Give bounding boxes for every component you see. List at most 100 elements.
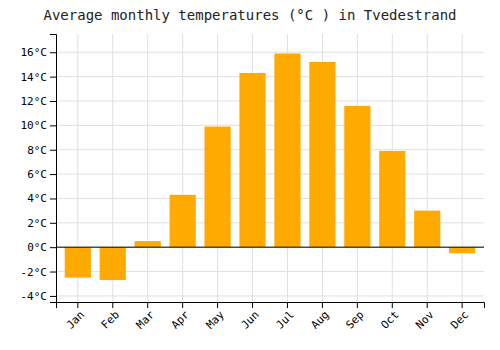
x-tick: Jun	[239, 302, 262, 332]
y-grid-line	[56, 247, 484, 248]
x-tick: Jan	[64, 302, 87, 332]
y-tick-mark	[50, 52, 56, 53]
y-tick: 10°C	[21, 119, 57, 132]
x-tick: Mar	[134, 302, 158, 332]
y-tick-label: 0°C	[27, 241, 47, 254]
y-tick-mark	[50, 101, 56, 102]
y-tick: 6°C	[27, 168, 56, 181]
y-grid-line	[56, 101, 484, 102]
x-tick: May	[204, 302, 228, 332]
zero-line	[56, 247, 484, 248]
y-tick-label: 14°C	[21, 71, 48, 84]
x-tick-label: Apr	[169, 308, 193, 332]
bar	[449, 247, 475, 253]
x-grid-line	[182, 34, 183, 302]
x-tick-label: Oct	[378, 308, 401, 331]
y-grid-line	[56, 198, 484, 199]
y-tick-label: -2°C	[21, 266, 48, 279]
x-tick: Aug	[308, 302, 331, 332]
y-grid-line	[56, 125, 484, 126]
y-tick: -2°C	[21, 266, 57, 279]
y-grid-line	[56, 149, 484, 150]
x-tick: Nov	[413, 302, 437, 332]
x-tick-label: Aug	[308, 308, 331, 331]
y-tick-label: -4°C	[21, 290, 48, 303]
y-tick-label: 16°C	[21, 46, 48, 59]
bars	[65, 53, 476, 280]
y-tick-mark	[50, 150, 56, 151]
y-tick-label: 12°C	[21, 95, 48, 108]
plot: -4°C -2°C 0°C 2°C 4°C 6°C 8°C 10°C 12°C 14°C 16°C J…	[21, 34, 485, 332]
y-tick-mark	[50, 223, 56, 224]
x-axis-line	[57, 303, 485, 309]
y-grid-line	[56, 76, 484, 77]
bar	[170, 195, 196, 247]
bar	[379, 151, 405, 247]
y-tick-mark	[50, 77, 56, 78]
y-tick: 8°C	[27, 144, 56, 157]
y-tick-mark	[50, 296, 56, 297]
x-tick-mark	[147, 302, 148, 308]
x-tick-mark	[252, 302, 253, 308]
bar	[65, 247, 91, 277]
x-grid-line	[462, 34, 463, 302]
x-tick-mark	[462, 302, 463, 308]
x-tick-label: Dec	[448, 308, 471, 331]
y-tick-label: 10°C	[21, 119, 48, 132]
x-tick-label: Sep	[343, 308, 366, 331]
y-tick-mark	[50, 272, 56, 273]
y-tick: 14°C	[21, 71, 57, 84]
x-tick: Sep	[343, 302, 366, 332]
x-tick-mark	[392, 302, 393, 308]
y-tick: 2°C	[27, 217, 56, 230]
y-grid-line	[56, 295, 484, 296]
x-tick-mark	[77, 302, 78, 308]
x-tick-mark	[287, 302, 288, 308]
x-tick: Feb	[99, 302, 122, 332]
y-tick-mark	[50, 174, 56, 175]
bar	[204, 127, 230, 248]
y-grid-line	[56, 52, 484, 53]
bar	[344, 106, 370, 247]
x-tick-label: Nov	[413, 308, 437, 332]
y-tick: 4°C	[27, 192, 56, 205]
y-tick: -4°C	[21, 290, 57, 303]
x-tick: Jul	[273, 302, 296, 332]
x-tick-mark	[427, 302, 428, 308]
x-tick-label: Mar	[134, 308, 158, 332]
chart: Average monthly temperatures (°C ) in Tv…	[0, 0, 500, 350]
y-tick-label: 6°C	[27, 168, 47, 181]
y-tick-mark	[50, 125, 56, 126]
x-tick: Dec	[448, 302, 471, 332]
y-axis-line	[50, 35, 57, 303]
bar	[414, 211, 440, 248]
x-tick-mark	[217, 302, 218, 308]
y-tick: 12°C	[21, 95, 57, 108]
x-tick-mark	[322, 302, 323, 308]
title: Average monthly temperatures (°C ) in Tv…	[43, 7, 456, 23]
y-tick: 16°C	[21, 46, 57, 59]
x-tick-mark	[357, 302, 358, 308]
y-tick-label: 2°C	[27, 217, 47, 230]
bar	[309, 62, 335, 247]
bar	[100, 247, 126, 280]
bar	[274, 53, 300, 247]
x-grid-line	[427, 34, 428, 302]
y-tick-label: 8°C	[27, 144, 47, 157]
y-grid-line	[56, 174, 484, 175]
x-axis: Jan Feb Mar Apr May Jun Jul Aug Sep Oct Nov Dec	[57, 302, 485, 332]
bar	[135, 241, 161, 247]
x-tick-mark	[112, 302, 113, 308]
x-tick-label: May	[204, 308, 228, 332]
x-grid-line	[147, 34, 148, 302]
x-tick-label: Feb	[99, 308, 122, 331]
x-tick-mark	[182, 302, 183, 308]
y-tick-mark	[50, 198, 56, 199]
x-tick: Apr	[169, 302, 193, 332]
bar	[239, 73, 265, 247]
y-tick-mark	[50, 247, 56, 248]
y-axis: -4°C -2°C 0°C 2°C 4°C 6°C 8°C 10°C 12°C 14°C 16°C	[21, 35, 57, 303]
y-tick-label: 4°C	[27, 192, 47, 205]
x-tick-label: Jan	[64, 308, 87, 331]
y-tick: 0°C	[27, 241, 56, 254]
